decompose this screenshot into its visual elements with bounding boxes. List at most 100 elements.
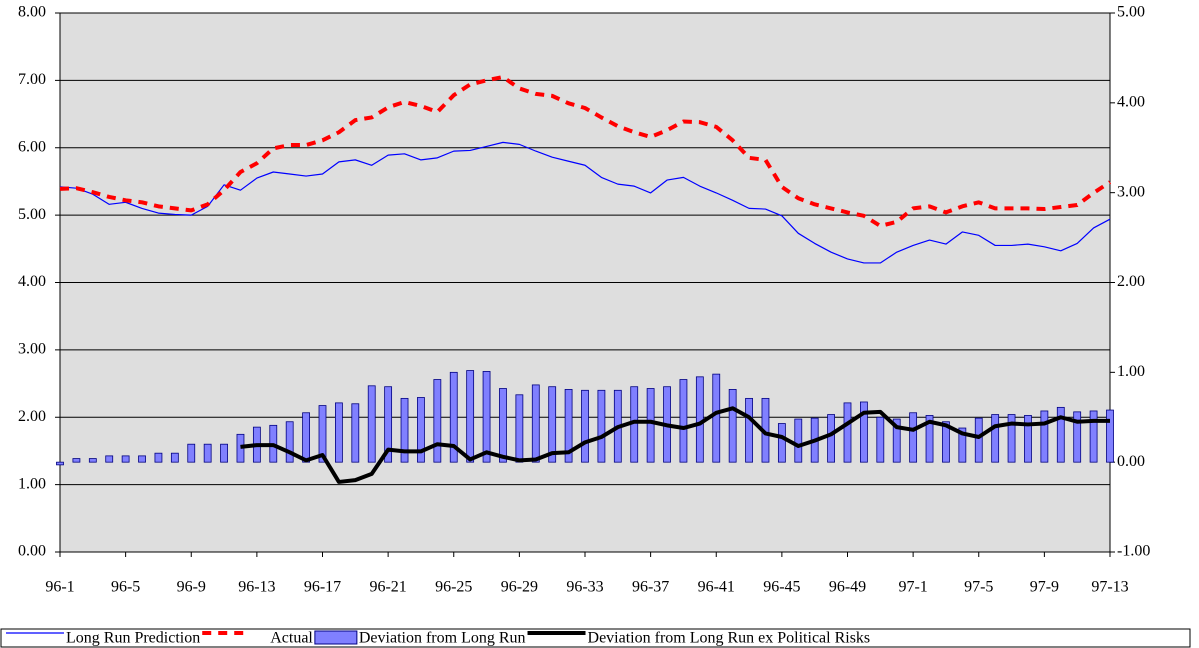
x-tick-label: 96-1 <box>45 579 74 596</box>
x-tick-label: 97-9 <box>1030 579 1059 596</box>
bar <box>1007 414 1016 463</box>
bar <box>876 416 885 463</box>
bar <box>777 423 786 463</box>
bar <box>187 443 196 463</box>
x-tick-label: 96-13 <box>238 579 275 596</box>
bar <box>909 412 918 463</box>
bar <box>302 412 310 463</box>
line <box>59 141 1111 264</box>
y-tick-label: 8.00 <box>18 4 46 21</box>
x-tick-label: 96-17 <box>304 579 341 596</box>
line <box>59 75 1112 228</box>
bar <box>712 373 721 463</box>
bar <box>1073 411 1082 463</box>
bar <box>121 455 130 463</box>
bar <box>1106 409 1114 463</box>
bar <box>958 427 967 463</box>
bar <box>991 414 1000 463</box>
bar <box>1040 410 1049 463</box>
x-tick-label: 96-25 <box>435 579 472 596</box>
bar <box>466 370 475 463</box>
bar <box>925 415 934 463</box>
bar <box>515 394 524 463</box>
legend-label: Long Run Prediction <box>66 630 200 647</box>
y2-tick-label: 5.00 <box>1117 4 1145 21</box>
bar <box>531 384 540 463</box>
bar <box>695 376 704 463</box>
y-tick-label: 3.00 <box>18 341 46 358</box>
bar <box>499 388 507 463</box>
bar <box>1024 415 1032 463</box>
bar <box>105 455 114 463</box>
x-tick-label: 96-9 <box>177 579 206 596</box>
bar <box>892 418 901 463</box>
x-tick-label: 97-1 <box>898 579 927 596</box>
y-tick-label: 5.00 <box>18 206 46 223</box>
x-tick-label: 96-37 <box>632 579 669 596</box>
y-tick-label: 1.00 <box>18 475 46 492</box>
x-tick-label: 96-49 <box>829 579 866 596</box>
y-tick-label: 7.00 <box>18 71 46 88</box>
bar <box>400 397 409 463</box>
bar <box>745 397 753 463</box>
bar <box>646 388 655 463</box>
bar <box>367 385 376 463</box>
x-tick-label: 96-5 <box>111 579 140 596</box>
bar <box>154 452 163 463</box>
bar <box>974 417 983 463</box>
bar <box>138 455 146 463</box>
y2-tick-label: -1.00 <box>1117 543 1150 560</box>
bar <box>794 418 803 463</box>
bar <box>384 386 393 463</box>
x-tick-label: 97-5 <box>964 579 993 596</box>
bar <box>728 389 737 463</box>
legend-label: Deviation from Long Run ex Political Ris… <box>588 630 871 647</box>
bar <box>56 461 64 466</box>
bar <box>72 458 81 463</box>
bar <box>88 458 97 463</box>
legend-swatch <box>314 630 358 645</box>
bar <box>351 403 360 463</box>
y2-tick-label: 2.00 <box>1117 273 1145 290</box>
bar <box>843 402 852 463</box>
y-tick-label: 0.00 <box>18 543 46 560</box>
bar <box>548 386 557 463</box>
bar <box>335 402 343 463</box>
legend-box <box>0 628 1191 648</box>
y2-tick-label: 1.00 <box>1117 363 1145 380</box>
bar <box>318 405 327 463</box>
bar <box>170 452 179 463</box>
x-tick-label: 96-21 <box>369 579 406 596</box>
line <box>240 406 1110 484</box>
bar <box>285 421 294 463</box>
bar <box>1089 410 1098 463</box>
bar <box>203 443 212 463</box>
legend-label: Deviation from Long Run <box>359 630 526 647</box>
x-tick-label: 96-41 <box>698 579 735 596</box>
y2-tick-label: 0.00 <box>1117 453 1145 470</box>
bar <box>1056 406 1065 463</box>
y-tick-label: 4.00 <box>18 273 46 290</box>
bar <box>564 389 573 463</box>
bar <box>433 379 442 463</box>
bar <box>482 371 491 463</box>
x-tick-label: 96-45 <box>763 579 800 596</box>
y2-tick-label: 3.00 <box>1117 183 1145 200</box>
bar <box>679 379 688 463</box>
bar <box>597 389 606 463</box>
y-tick-label: 2.00 <box>18 408 46 425</box>
bar <box>581 389 589 463</box>
bar <box>220 443 228 463</box>
x-tick-label: 96-33 <box>566 579 603 596</box>
bar <box>827 414 835 463</box>
bar <box>449 371 458 463</box>
bar <box>860 401 868 463</box>
y2-tick-label: 4.00 <box>1117 94 1145 111</box>
bar <box>942 421 950 463</box>
y-tick-label: 6.00 <box>18 138 46 155</box>
bar <box>417 397 425 463</box>
x-tick-label: 96-29 <box>501 579 538 596</box>
x-tick-label: 97-13 <box>1091 579 1128 596</box>
